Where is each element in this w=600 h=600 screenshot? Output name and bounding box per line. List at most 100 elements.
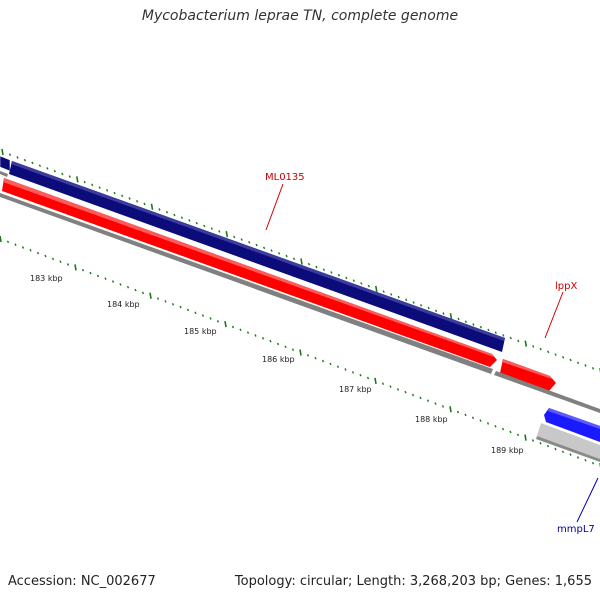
inner-minor-tick	[389, 385, 392, 388]
inner-major-tick	[149, 292, 152, 299]
inner-minor-tick	[66, 263, 70, 266]
inner-minor-tick	[554, 447, 557, 451]
outer-minor-tick	[180, 216, 184, 220]
outer-minor-tick	[23, 158, 27, 162]
outer-major-tick	[524, 340, 528, 347]
inner-minor-tick	[471, 416, 475, 420]
inner-minor-tick	[194, 311, 197, 315]
inner-minor-tick	[291, 348, 295, 352]
outer-minor-tick	[255, 243, 258, 247]
outer-minor-tick	[569, 358, 572, 362]
inner-minor-tick	[479, 419, 482, 422]
outer-minor-tick	[367, 284, 370, 288]
outer-minor-tick	[502, 334, 505, 337]
gene-ml0135-shade	[11, 161, 505, 341]
outer-minor-tick	[554, 353, 557, 356]
gene-mmpl7-shade	[548, 408, 600, 429]
outer-minor-tick	[8, 153, 12, 157]
outer-minor-tick	[218, 230, 221, 233]
outer-minor-tick	[270, 249, 273, 252]
map-title: Mycobacterium leprae TN, complete genome	[141, 8, 459, 24]
accession-text: Accession: NC_002677	[8, 574, 156, 589]
outer-minor-tick	[345, 276, 348, 280]
outer-minor-tick	[292, 257, 296, 261]
outer-minor-tick	[464, 320, 468, 324]
gene-mmpl7[interactable]	[544, 408, 600, 442]
inner-minor-tick	[44, 254, 47, 258]
inner-minor-tick	[119, 283, 122, 286]
outer-minor-tick	[173, 213, 176, 217]
inner-minor-tick	[426, 399, 430, 403]
inner-major-tick	[374, 377, 377, 385]
scale-label-184: 184 kbp	[107, 300, 140, 309]
outer-minor-tick	[576, 361, 580, 365]
outer-minor-tick	[143, 202, 146, 206]
outer-minor-tick	[128, 197, 131, 200]
inner-minor-tick	[464, 413, 467, 417]
inner-minor-tick	[509, 430, 512, 434]
inner-minor-tick	[6, 240, 10, 244]
outer-major-tick	[225, 230, 229, 238]
inner-minor-tick	[179, 305, 182, 309]
inner-minor-tick	[584, 458, 587, 462]
outer-minor-tick	[61, 172, 64, 176]
inner-major-tick	[524, 434, 527, 441]
inner-minor-tick	[276, 342, 280, 346]
outer-minor-tick	[412, 301, 415, 304]
gene-label-ml0135[interactable]: ML0135	[265, 172, 305, 183]
gene-forward-navy[interactable]	[0, 155, 11, 172]
inner-minor-tick	[501, 427, 505, 431]
inner-minor-tick	[494, 424, 497, 428]
outer-minor-tick	[188, 219, 191, 222]
backbone-line-2	[494, 371, 600, 413]
inner-minor-tick	[329, 362, 332, 366]
outer-minor-tick	[427, 306, 430, 310]
gene-label-lppx[interactable]: lppX	[555, 281, 577, 292]
inner-minor-tick	[546, 444, 550, 448]
inner-minor-tick	[404, 390, 407, 394]
outer-minor-tick	[532, 345, 535, 348]
inner-minor-tick	[36, 251, 40, 255]
gene-label-mmpl7[interactable]: mmpL7	[557, 524, 595, 535]
inner-minor-tick	[261, 336, 265, 340]
inner-minor-tick	[51, 257, 55, 261]
inner-minor-tick	[569, 453, 572, 456]
inner-major-tick	[74, 264, 77, 271]
scale-label-183: 183 kbp	[30, 274, 63, 283]
outer-minor-tick	[210, 227, 213, 230]
outer-minor-tick	[405, 298, 408, 302]
inner-tick-rail	[0, 235, 600, 468]
outer-minor-tick	[382, 290, 385, 293]
outer-major-tick	[300, 258, 303, 265]
inner-minor-tick	[89, 271, 92, 275]
inner-minor-tick	[314, 356, 317, 360]
outer-minor-tick	[120, 194, 124, 198]
outer-minor-tick	[53, 169, 56, 173]
gene-ml0135[interactable]	[9, 161, 505, 352]
outer-minor-tick	[442, 312, 445, 315]
inner-minor-tick	[216, 319, 220, 323]
inner-minor-tick	[359, 373, 362, 377]
outer-major-tick	[76, 176, 79, 183]
inner-minor-tick	[306, 353, 310, 357]
backbone-line	[0, 193, 493, 374]
scale-label-189: 189 kbp	[491, 446, 524, 455]
gene-grey[interactable]	[537, 423, 600, 459]
outer-minor-tick	[307, 262, 311, 266]
gene-lppx[interactable]	[500, 359, 556, 391]
scale-label-185: 185 kbp	[184, 327, 217, 336]
outer-major-tick	[449, 313, 453, 320]
inner-minor-tick	[381, 382, 385, 386]
gene-grey-shade	[536, 436, 600, 462]
inner-minor-tick	[284, 345, 287, 349]
outer-minor-tick	[233, 235, 236, 239]
scale-label-187: 187 kbp	[339, 385, 372, 394]
inner-minor-tick	[209, 317, 212, 320]
inner-minor-tick	[156, 297, 160, 300]
outer-minor-tick	[165, 210, 169, 214]
inner-minor-tick	[396, 388, 400, 391]
inner-minor-tick	[29, 248, 32, 252]
outer-minor-tick	[472, 323, 475, 326]
outer-minor-tick	[38, 164, 42, 168]
outer-minor-tick	[591, 366, 595, 370]
